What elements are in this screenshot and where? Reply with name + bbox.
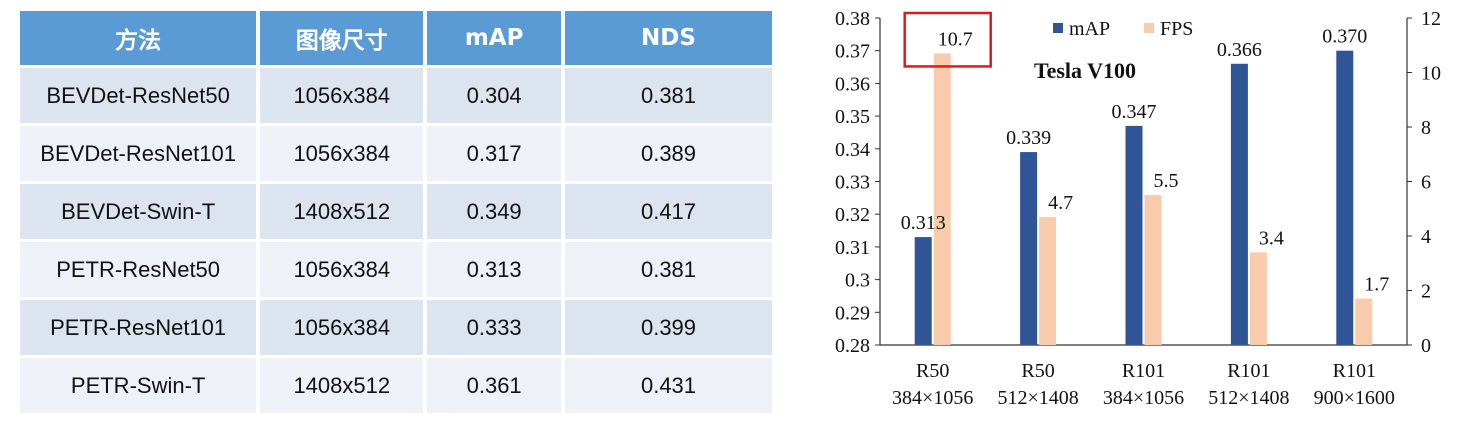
left-axis-tick-label: 0.32 [835,204,870,226]
right-axis-tick-label: 4 [1421,226,1431,248]
x-tick-label: R101 [1227,360,1270,382]
left-axis-tick-label: 0.36 [835,73,870,95]
comparison-table: 方法 图像尺寸 mAP NDS BEVDet-ResNet50 1056x384… [16,8,776,416]
chart-title: Tesla V100 [1034,58,1136,83]
header-nds: NDS [565,11,772,65]
table-header-row: 方法 图像尺寸 mAP NDS [20,11,772,65]
legend-swatch-fps [1144,23,1154,33]
map-bar [1230,63,1248,345]
map-data-label: 0.370 [1322,26,1367,48]
header-map: mAP [427,11,562,65]
fps-bar [1355,298,1373,345]
fps-bar [1039,216,1057,345]
image-size-cell: 1408x512 [260,184,424,239]
right-axis-tick-label: 2 [1421,281,1431,303]
left-axis-tick-label: 0.38 [835,8,870,30]
x-tick-label: 512×1408 [1208,387,1289,409]
x-tick-label: R50 [916,360,949,382]
left-axis-tick-label: 0.34 [835,139,870,161]
x-tick-label: 900×1600 [1314,387,1395,409]
left-axis-tick-label: 0.29 [835,302,870,324]
method-cell: BEVDet-ResNet50 [20,68,257,123]
x-tick-label: 384×1056 [892,387,973,409]
highlight-box [903,11,992,68]
table-row: BEVDet-ResNet101 1056x384 0.317 0.389 [20,126,772,181]
x-tick-label: 512×1408 [997,387,1078,409]
image-size-cell: 1056x384 [260,242,424,297]
image-size-cell: 1056x384 [260,126,424,181]
chart-canvas: 0.280.290.30.310.320.330.340.350.360.370… [835,8,1441,409]
method-cell: BEVDet-Swin-T [20,184,257,239]
header-image-size: 图像尺寸 [260,11,424,65]
right-axis-tick-label: 6 [1421,172,1431,194]
table-row: PETR-Swin-T 1408x512 0.361 0.431 [20,358,772,413]
header-method: 方法 [20,11,257,65]
fps-bar [1249,252,1267,345]
method-cell: PETR-Swin-T [20,358,257,413]
map-data-label: 0.339 [1006,127,1051,149]
map-cell: 0.304 [427,68,562,123]
x-tick-label: R101 [1122,360,1165,382]
left-axis-tick-label: 0.33 [835,172,870,194]
x-tick-label: R101 [1333,360,1376,382]
map-bar [1125,125,1143,345]
nds-cell: 0.381 [565,242,772,297]
nds-cell: 0.381 [565,68,772,123]
fps-data-label: 4.7 [1048,192,1073,214]
right-axis-tick-label: 8 [1421,117,1431,139]
x-tick-label: R50 [1021,360,1054,382]
fps-data-label: 3.4 [1259,227,1284,249]
fps-data-label: 5.5 [1154,170,1179,192]
fps-data-label: 1.7 [1364,274,1389,296]
right-axis-tick-label: 10 [1421,63,1441,85]
table-row: BEVDet-ResNet50 1056x384 0.304 0.381 [20,68,772,123]
method-cell: PETR-ResNet101 [20,300,257,355]
fps-bar [1144,195,1162,345]
left-axis-tick-label: 0.3 [845,270,870,292]
image-size-cell: 1056x384 [260,68,424,123]
legend-label-map: mAP [1069,18,1110,40]
fps-bar [933,53,951,346]
nds-cell: 0.389 [565,126,772,181]
left-axis-tick-label: 0.28 [835,335,870,357]
image-size-cell: 1408x512 [260,358,424,413]
right-axis-tick-label: 12 [1421,8,1441,30]
left-axis-tick-label: 0.37 [835,41,870,63]
nds-cell: 0.431 [565,358,772,413]
table-row: PETR-ResNet50 1056x384 0.313 0.381 [20,242,772,297]
image-size-cell: 1056x384 [260,300,424,355]
map-bar [1336,50,1354,345]
left-axis-tick-label: 0.31 [835,237,870,259]
map-fps-chart: 0.28 0.29 0.3 0.31 0.32 0.33 0.34 0.35 0.36 0.37 0… [795,0,1457,443]
map-cell: 0.333 [427,300,562,355]
method-cell: PETR-ResNet50 [20,242,257,297]
legend-swatch-map [1053,23,1063,33]
table-row: PETR-ResNet101 1056x384 0.333 0.399 [20,300,772,355]
x-tick-label: 384×1056 [1103,387,1184,409]
map-data-label: 0.366 [1217,39,1262,61]
map-bar [1020,152,1038,345]
map-cell: 0.349 [427,184,562,239]
map-bar [914,237,932,345]
fps-data-label: 10.7 [938,28,973,50]
comparison-table-container: 方法 图像尺寸 mAP NDS BEVDet-ResNet50 1056x384… [16,8,776,416]
nds-cell: 0.417 [565,184,772,239]
map-data-label: 0.313 [901,212,946,234]
map-cell: 0.361 [427,358,562,413]
table-row: BEVDet-Swin-T 1408x512 0.349 0.417 [20,184,772,239]
map-data-label: 0.347 [1112,101,1157,123]
left-axis-tick-label: 0.35 [835,106,870,128]
right-axis-tick-label: 0 [1421,335,1431,357]
map-cell: 0.313 [427,242,562,297]
map-cell: 0.317 [427,126,562,181]
legend-label-fps: FPS [1160,18,1193,40]
method-cell: BEVDet-ResNet101 [20,126,257,181]
nds-cell: 0.399 [565,300,772,355]
